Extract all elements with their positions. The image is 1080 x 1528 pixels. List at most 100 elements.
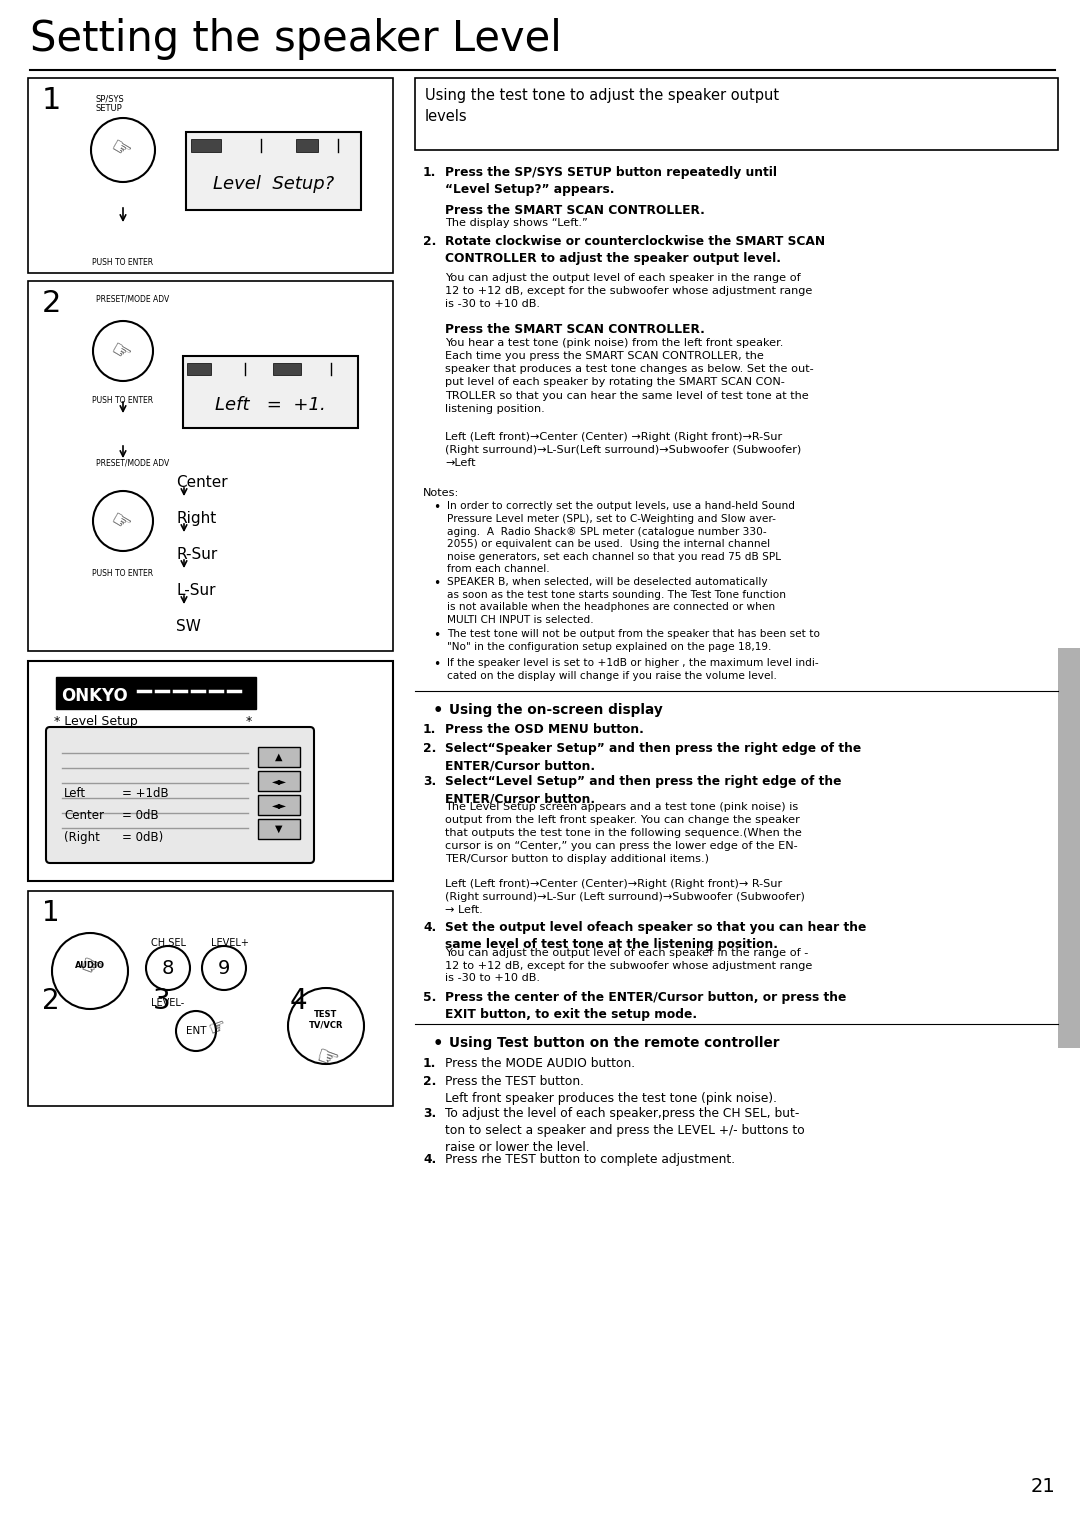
Bar <box>1058 648 1080 1048</box>
Text: LEVEL+: LEVEL+ <box>211 938 248 947</box>
Text: 8: 8 <box>162 958 174 978</box>
Text: *: * <box>246 715 253 727</box>
Text: ◄►: ◄► <box>271 801 286 810</box>
Text: Press the TEST button.
Left front speaker produces the test tone (pink noise).: Press the TEST button. Left front speake… <box>445 1076 777 1105</box>
Text: Center: Center <box>176 475 228 490</box>
Text: 4.: 4. <box>423 1152 436 1166</box>
Text: Level  Setup?: Level Setup? <box>213 176 334 193</box>
Text: The test tone will not be output from the speaker that has been set to
"No" in t: The test tone will not be output from th… <box>447 630 820 652</box>
Text: = +1dB: = +1dB <box>122 787 168 801</box>
Bar <box>273 364 301 374</box>
Text: Select“Level Setup” and then press the right edge of the
ENTER/Cursor button.: Select“Level Setup” and then press the r… <box>445 775 841 805</box>
Text: 2: 2 <box>42 987 59 1015</box>
Text: 4.: 4. <box>423 921 436 934</box>
Text: ☞: ☞ <box>312 1044 341 1074</box>
Text: 1.: 1. <box>423 167 436 179</box>
Bar <box>183 356 357 428</box>
Text: * Level Setup: * Level Setup <box>54 715 138 727</box>
Text: PRESET/MODE ADV: PRESET/MODE ADV <box>96 458 170 468</box>
Text: 1: 1 <box>42 86 62 115</box>
Text: ☞: ☞ <box>106 509 133 536</box>
Text: The display shows “Left.”: The display shows “Left.” <box>445 217 588 228</box>
Text: ONKYO: ONKYO <box>60 688 127 704</box>
Text: Select“Speaker Setup” and then press the right edge of the
ENTER/Cursor button.: Select“Speaker Setup” and then press the… <box>445 743 861 772</box>
Text: •: • <box>433 1036 444 1051</box>
Text: Right: Right <box>176 510 216 526</box>
Text: You can adjust the output level of each speaker in the range of
12 to +12 dB, ex: You can adjust the output level of each … <box>445 274 812 310</box>
Text: = 0dB): = 0dB) <box>122 831 163 843</box>
Text: ☞: ☞ <box>206 1016 229 1041</box>
Text: PUSH TO ENTER: PUSH TO ENTER <box>93 568 153 578</box>
Text: Press rhe TEST button to complete adjustment.: Press rhe TEST button to complete adjust… <box>445 1152 735 1166</box>
FancyBboxPatch shape <box>46 727 314 863</box>
Text: You hear a test tone (pink noise) from the left front speaker.
Each time you pre: You hear a test tone (pink noise) from t… <box>445 338 813 414</box>
Text: TEST
TV/VCR: TEST TV/VCR <box>309 1010 343 1030</box>
Text: 3.: 3. <box>423 1108 436 1120</box>
Bar <box>186 131 361 209</box>
Text: Press the SMART SCAN CONTROLLER.: Press the SMART SCAN CONTROLLER. <box>445 322 705 336</box>
Text: PUSH TO ENTER: PUSH TO ENTER <box>93 396 153 405</box>
Text: •: • <box>433 659 441 671</box>
Bar <box>296 139 318 151</box>
Text: •: • <box>433 703 444 718</box>
Bar <box>187 364 211 374</box>
Text: 3.: 3. <box>423 775 436 788</box>
Text: ENT: ENT <box>186 1025 206 1036</box>
Text: = 0dB: = 0dB <box>122 808 159 822</box>
Text: Left   =  +1.: Left = +1. <box>215 396 326 414</box>
Text: 2.: 2. <box>423 1076 436 1088</box>
Text: 3: 3 <box>153 987 171 1015</box>
Bar <box>56 677 256 709</box>
Text: 2.: 2. <box>423 235 436 248</box>
Text: You can adjust the output level of each speaker in the range of -
12 to +12 dB, : You can adjust the output level of each … <box>445 947 812 984</box>
Text: Press the center of the ENTER/Cursor button, or press the
EXIT button, to exit t: Press the center of the ENTER/Cursor but… <box>445 992 847 1021</box>
Text: SW: SW <box>176 619 201 634</box>
Text: Press the OSD MENU button.: Press the OSD MENU button. <box>445 723 644 736</box>
Text: In order to correctly set the output levels, use a hand-held Sound
Pressure Leve: In order to correctly set the output lev… <box>447 501 795 575</box>
Text: Using the on-screen display: Using the on-screen display <box>449 703 663 717</box>
Bar <box>28 78 393 274</box>
Text: R-Sur: R-Sur <box>176 547 217 562</box>
Text: •: • <box>433 630 441 642</box>
Bar <box>28 281 393 651</box>
Text: If the speaker level is set to +1dB or higher , the maximum level indi-
cated on: If the speaker level is set to +1dB or h… <box>447 659 819 680</box>
Text: •: • <box>433 501 441 515</box>
Text: SPEAKER B, when selected, will be deselected automatically
as soon as the test t: SPEAKER B, when selected, will be desele… <box>447 578 786 625</box>
Bar <box>28 891 393 1106</box>
Text: Left: Left <box>64 787 86 801</box>
Bar <box>258 819 300 839</box>
Text: To adjust the level of each speaker,press the CH SEL, but-
ton to select a speak: To adjust the level of each speaker,pres… <box>445 1108 805 1154</box>
Bar <box>28 662 393 882</box>
Text: ▼: ▼ <box>275 824 283 834</box>
Bar <box>191 139 221 151</box>
Bar <box>415 78 1058 150</box>
Text: ▲: ▲ <box>275 752 283 762</box>
Bar <box>258 747 300 767</box>
Text: CH SEL: CH SEL <box>151 938 186 947</box>
Text: Setting the speaker Level: Setting the speaker Level <box>30 18 562 60</box>
Text: ☞: ☞ <box>106 339 133 367</box>
Text: Center: Center <box>64 808 104 822</box>
Text: ◄►: ◄► <box>271 776 286 785</box>
Bar <box>258 795 300 814</box>
Text: L-Sur: L-Sur <box>176 584 216 597</box>
Text: 1.: 1. <box>423 723 436 736</box>
Text: Left (Left front)→Center (Center) →Right (Right front)→R-Sur
(Right surround)→L-: Left (Left front)→Center (Center) →Right… <box>445 432 801 468</box>
Text: Using the test tone to adjust the speaker output
levels: Using the test tone to adjust the speake… <box>426 89 779 124</box>
Text: 9: 9 <box>218 958 230 978</box>
Text: 1.: 1. <box>423 1056 436 1070</box>
Text: Using Test button on the remote controller: Using Test button on the remote controll… <box>449 1036 780 1050</box>
Text: Press the MODE AUDIO button.: Press the MODE AUDIO button. <box>445 1056 635 1070</box>
Text: PRESET/MODE ADV: PRESET/MODE ADV <box>96 295 170 304</box>
Text: Press the SMART SCAN CONTROLLER.: Press the SMART SCAN CONTROLLER. <box>445 205 705 217</box>
Text: PUSH TO ENTER: PUSH TO ENTER <box>93 258 153 267</box>
Text: 2: 2 <box>42 289 62 318</box>
Text: 1: 1 <box>42 898 59 927</box>
Text: ☞: ☞ <box>76 953 105 983</box>
Text: 4: 4 <box>291 987 308 1015</box>
Text: •: • <box>433 578 441 590</box>
Text: Rotate clockwise or counterclockwise the SMART SCAN
CONTROLLER to adjust the spe: Rotate clockwise or counterclockwise the… <box>445 235 825 264</box>
Text: (Right: (Right <box>64 831 99 843</box>
Text: 2.: 2. <box>423 743 436 755</box>
Text: AUDIO: AUDIO <box>75 961 105 969</box>
